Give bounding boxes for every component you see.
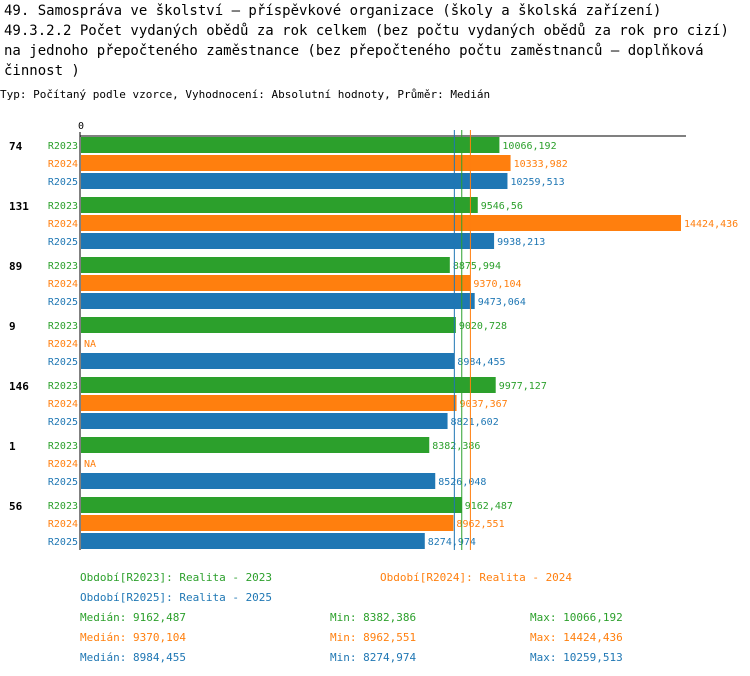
bar-r2024 [81, 395, 457, 411]
data-label: 10066,192 [502, 141, 556, 152]
chart-title: 49. Samospráva ve školství – příspěvkové… [4, 3, 729, 79]
stat-median-r2023: Medián: 9162,487 [80, 611, 186, 624]
bar-r2023 [81, 197, 478, 213]
data-label: 10333,982 [514, 159, 568, 170]
series-label: R2024 [48, 339, 78, 350]
series-label: R2024 [48, 159, 78, 170]
series-label: R2025 [48, 237, 78, 248]
chart-subtitle: Typ: Počítaný podle vzorce, Vyhodnocení:… [0, 88, 491, 101]
bar-r2025 [81, 353, 455, 369]
bar-r2025 [81, 473, 436, 489]
stat-median-r2025: Medián: 8984,455 [80, 651, 186, 664]
series-label: R2025 [48, 477, 78, 488]
series-label: R2025 [48, 297, 78, 308]
x-axis-origin-label: 0 [78, 121, 84, 132]
bar-r2025 [81, 293, 475, 309]
data-label: 9162,487 [465, 501, 513, 512]
series-label: R2025 [48, 537, 78, 548]
series-label: R2024 [48, 459, 78, 470]
series-label: R2023 [48, 441, 78, 452]
series-label: R2024 [48, 279, 78, 290]
group-label: 74 [9, 140, 23, 153]
bar-r2023 [81, 497, 462, 513]
series-label: R2024 [48, 219, 78, 230]
data-label: 8382,386 [432, 441, 480, 452]
data-label: 8962,551 [456, 519, 504, 530]
group-label: 89 [9, 260, 22, 273]
bar-r2025 [81, 533, 425, 549]
bar-r2023 [81, 137, 500, 153]
data-label-na: NA [84, 459, 96, 470]
data-label-na: NA [84, 339, 96, 350]
series-label: R2025 [48, 177, 78, 188]
series-label: R2023 [48, 261, 78, 272]
bar-r2023 [81, 377, 496, 393]
bar-r2025 [81, 413, 448, 429]
bar-r2023 [81, 437, 430, 453]
data-label: 9037,367 [460, 399, 508, 410]
stat-max-r2025: Max: 10259,513 [530, 651, 623, 664]
series-label: R2023 [48, 381, 78, 392]
group-label: 1 [9, 440, 16, 453]
stat-min-r2024: Min: 8962,551 [330, 631, 417, 644]
data-label: 8821,602 [451, 417, 499, 428]
bar-r2023 [81, 257, 450, 273]
series-label: R2023 [48, 141, 78, 152]
series-label: R2023 [48, 501, 78, 512]
legend-r2024: Období[R2024]: Realita - 2024 [380, 571, 573, 584]
data-label: 9473,064 [478, 297, 526, 308]
data-label: 9546,56 [481, 201, 523, 212]
bar-r2024 [81, 515, 454, 531]
data-label: 9977,127 [499, 381, 547, 392]
data-label: 8984,455 [457, 357, 505, 368]
bar-r2025 [81, 233, 495, 249]
data-label: 9938,213 [497, 237, 545, 248]
group-label: 56 [9, 500, 23, 513]
group-label: 9 [9, 320, 16, 333]
bar-r2024 [81, 275, 471, 291]
data-label: 9370,104 [473, 279, 521, 290]
legend-r2025: Období[R2025]: Realita - 2025 [80, 591, 273, 604]
stat-max-r2023: Max: 10066,192 [530, 611, 623, 624]
bar-r2023 [81, 317, 456, 333]
data-label: 10259,513 [510, 177, 564, 188]
bar-r2024 [81, 155, 511, 171]
data-label: 8875,994 [453, 261, 501, 272]
stat-max-r2024: Max: 14424,436 [530, 631, 623, 644]
stat-median-r2024: Medián: 9370,104 [80, 631, 186, 644]
bar-r2024 [81, 215, 681, 231]
bar-r2025 [81, 173, 508, 189]
data-label: 9020,728 [459, 321, 507, 332]
series-label: R2023 [48, 201, 78, 212]
series-label: R2024 [48, 399, 78, 410]
stat-min-r2023: Min: 8382,386 [330, 611, 417, 624]
data-label: 8274,974 [428, 537, 476, 548]
stat-min-r2025: Min: 8274,974 [330, 651, 417, 664]
legend-r2023: Období[R2023]: Realita - 2023 [80, 571, 273, 584]
group-label: 131 [9, 200, 29, 213]
series-label: R2024 [48, 519, 78, 530]
series-label: R2025 [48, 357, 78, 368]
data-label: 14424,436 [684, 219, 738, 230]
data-label: 8526,048 [438, 477, 486, 488]
series-label: R2023 [48, 321, 78, 332]
series-label: R2025 [48, 417, 78, 428]
group-label: 146 [9, 380, 29, 393]
